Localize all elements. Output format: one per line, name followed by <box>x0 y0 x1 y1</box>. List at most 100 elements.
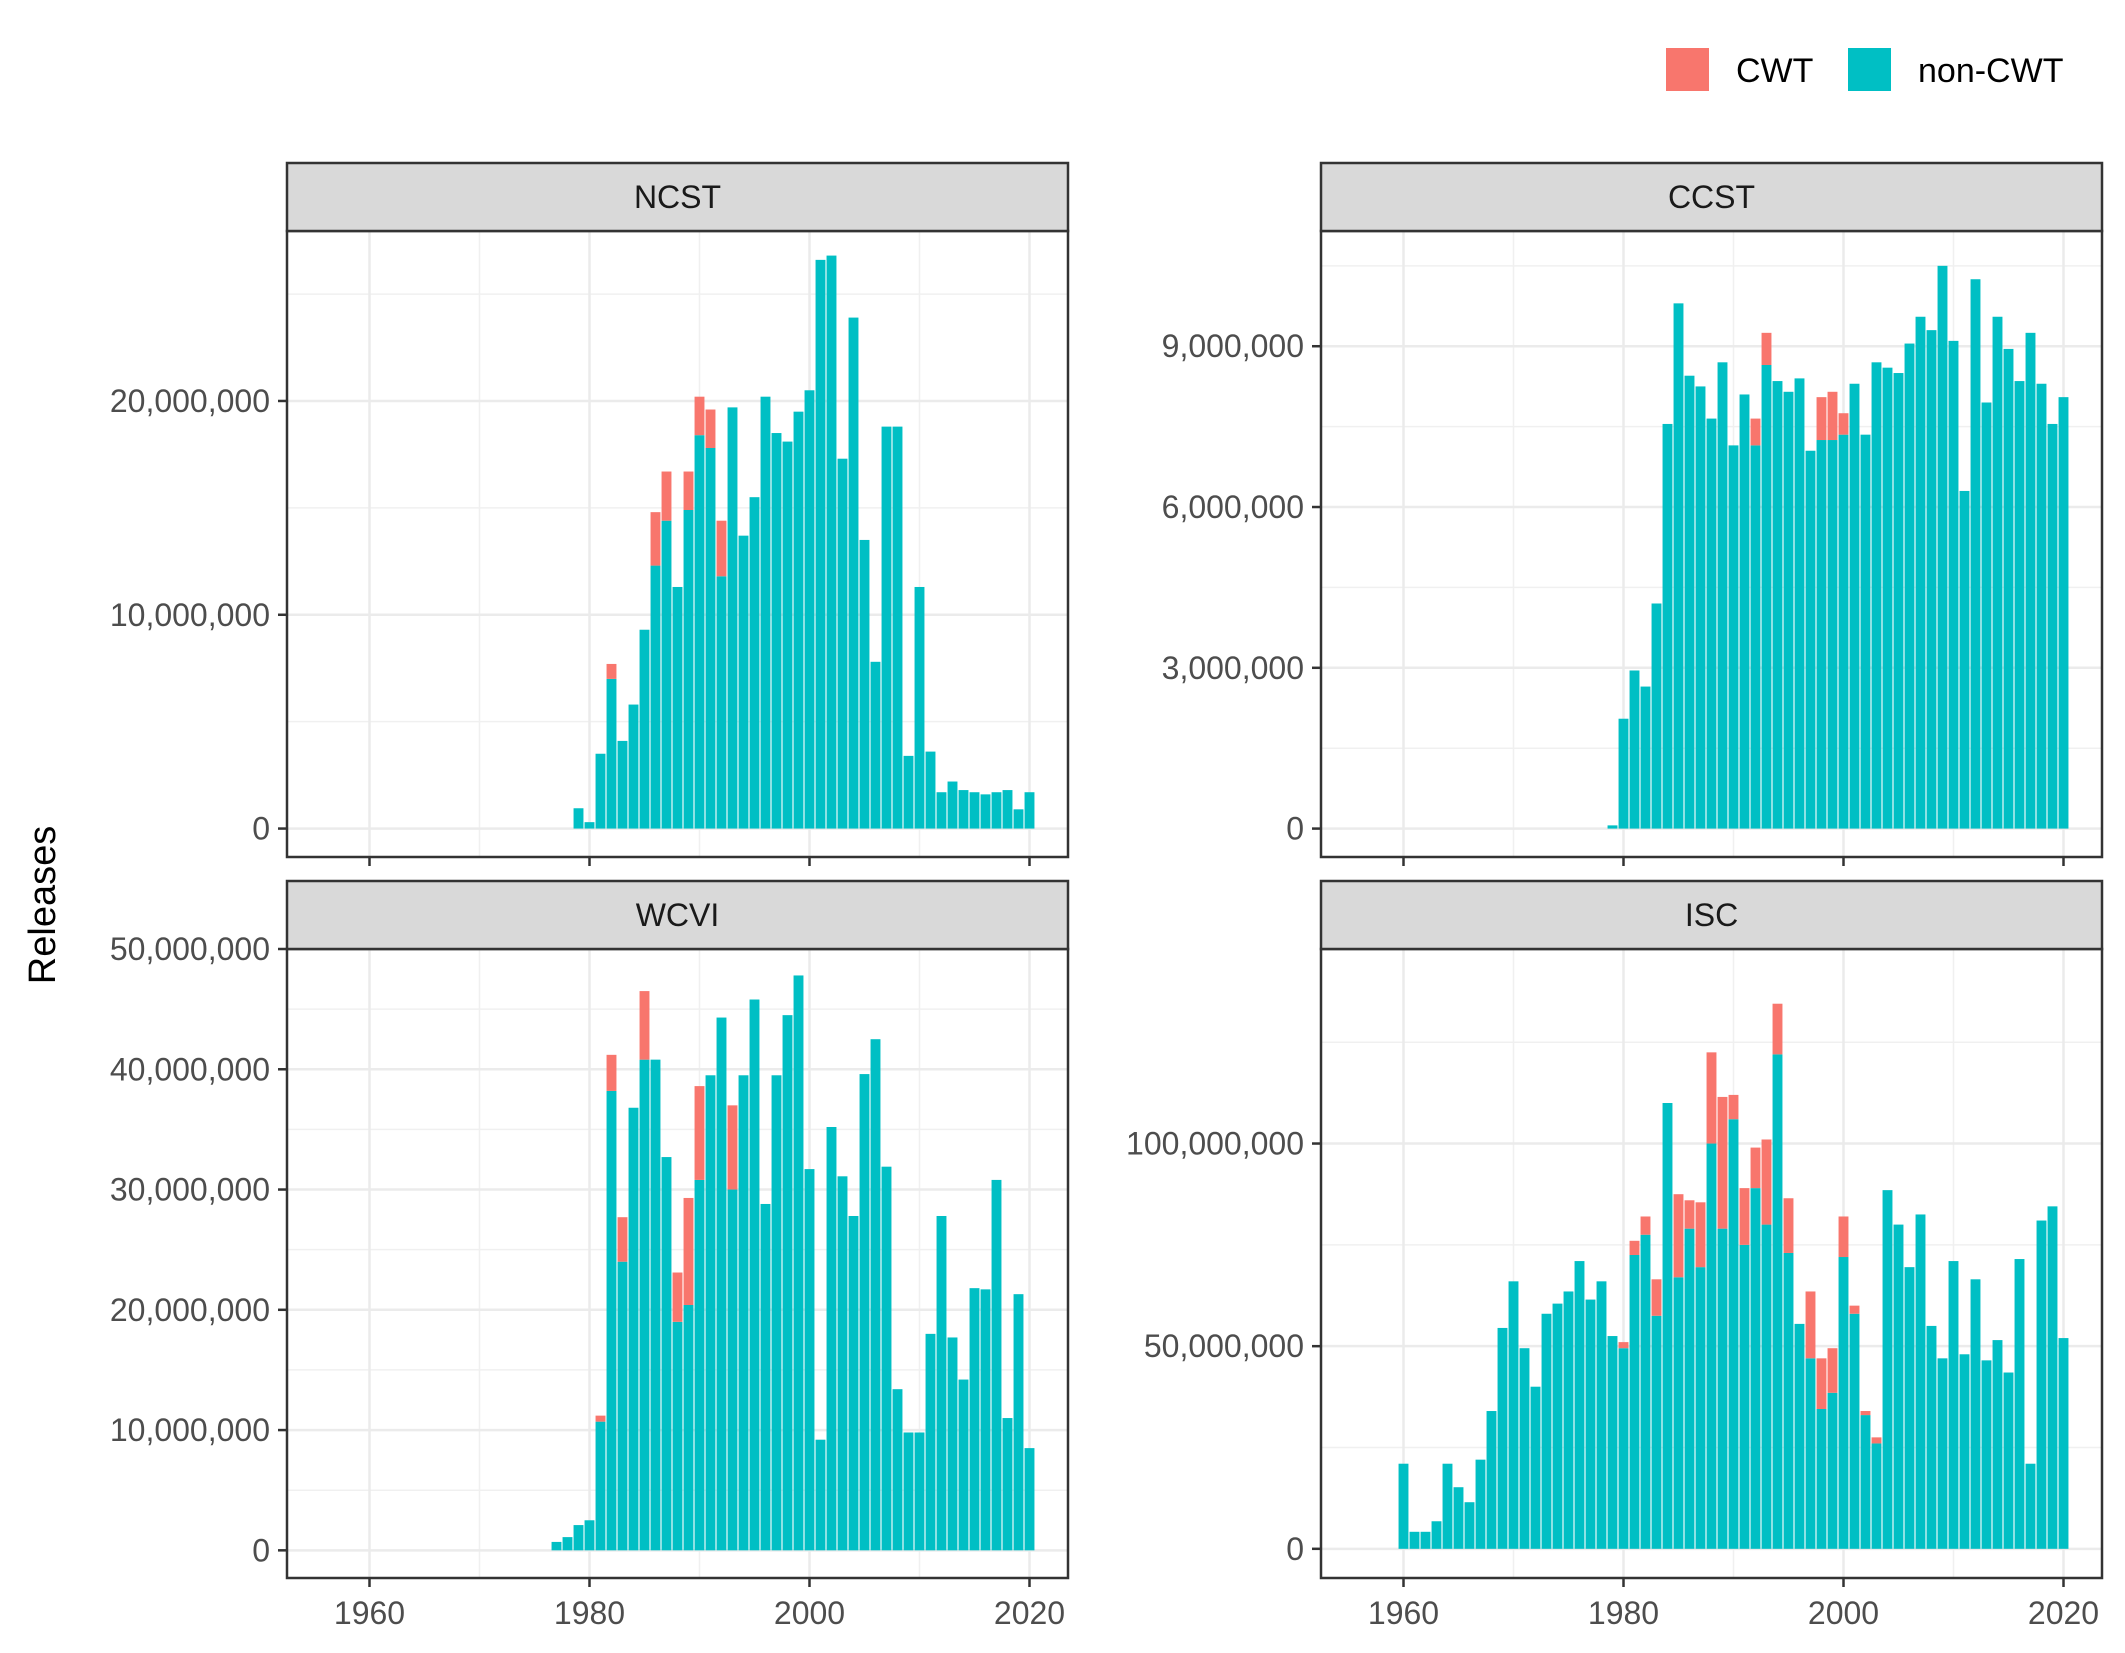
y-tick-label: 20,000,000 <box>110 383 270 419</box>
facet-strip-label: CCST <box>1668 179 1755 215</box>
bar-noncwt-2013 <box>1981 1360 1992 1549</box>
bar-noncwt-1993 <box>1761 364 1772 829</box>
facet-strip <box>1319 879 2104 951</box>
bar-noncwt-1999 <box>1827 440 1838 829</box>
y-tick-label: 40,000,000 <box>110 1051 270 1087</box>
bar-noncwt-2012 <box>936 1215 947 1551</box>
bar-noncwt-1989 <box>1717 1228 1728 1549</box>
bar-noncwt-1971 <box>1519 1348 1530 1549</box>
bar-noncwt-2019 <box>2047 1206 2058 1549</box>
bar-noncwt-2007 <box>1915 316 1926 829</box>
bar-noncwt-1999 <box>1827 1392 1838 1549</box>
bar-cwt-1991 <box>705 409 716 449</box>
bar-noncwt-1985 <box>639 1059 650 1551</box>
bar-noncwt-1973 <box>1541 1313 1552 1549</box>
bar-noncwt-1986 <box>650 565 661 829</box>
bar-noncwt-2005 <box>859 539 870 829</box>
facet-strip-label: WCVI <box>636 897 720 933</box>
facet-strip-label: ISC <box>1685 897 1738 933</box>
bar-noncwt-2000 <box>804 1169 815 1551</box>
y-tick-label: 0 <box>1286 811 1304 847</box>
bar-noncwt-2007 <box>1915 1214 1926 1549</box>
bar-noncwt-1993 <box>1761 1224 1772 1549</box>
bar-cwt-1990 <box>694 396 705 436</box>
panel-isc: ISC 0 50,000,000 100,000,000 1960 1980 2000 202… <box>1126 879 2104 1631</box>
bar-noncwt-1980 <box>1618 718 1629 829</box>
bar-noncwt-2001 <box>1849 383 1860 829</box>
bar-noncwt-1984 <box>628 1107 639 1551</box>
bar-noncwt-2004 <box>1882 1190 1893 1549</box>
bar-noncwt-1986 <box>1684 375 1695 829</box>
bar-noncwt-1982 <box>606 678 617 829</box>
bar-noncwt-1992 <box>1750 445 1761 829</box>
bar-noncwt-2003 <box>837 1176 848 1551</box>
bar-noncwt-2013 <box>1981 402 1992 829</box>
bar-noncwt-1998 <box>1816 440 1827 829</box>
bar-noncwt-1968 <box>1486 1411 1497 1549</box>
legend-label: CWT <box>1736 52 1813 90</box>
x-tick-label: 2000 <box>774 1595 845 1631</box>
bar-cwt-2000 <box>1838 1216 1849 1258</box>
bar-noncwt-2014 <box>1992 316 2003 829</box>
bar-noncwt-2004 <box>848 317 859 829</box>
bar-noncwt-2007 <box>881 1166 892 1551</box>
bar-noncwt-1991 <box>705 448 716 829</box>
bar-cwt-1995 <box>1783 1198 1794 1253</box>
facet-strip <box>1319 161 2104 233</box>
panel-ncst: NCST 0 10,000,000 20,000,000 <box>110 161 1070 866</box>
bar-cwt-1992 <box>1750 1147 1761 1189</box>
bar-noncwt-1994 <box>1772 381 1783 829</box>
bar-cwt-1988 <box>1706 1052 1717 1144</box>
bar-noncwt-1991 <box>705 1075 716 1551</box>
facet-strip-label: NCST <box>634 179 721 215</box>
bar-noncwt-2009 <box>1937 1358 1948 1549</box>
bar-noncwt-1990 <box>694 435 705 829</box>
bar-noncwt-2020 <box>1024 1448 1035 1551</box>
bar-noncwt-1982 <box>1640 1234 1651 1549</box>
bar-noncwt-2009 <box>1937 265 1948 829</box>
bar-noncwt-1992 <box>716 576 727 829</box>
bar-noncwt-1962 <box>1420 1531 1431 1549</box>
bar-cwt-1989 <box>1717 1096 1728 1229</box>
bar-noncwt-1980 <box>584 822 595 829</box>
bar-noncwt-1977 <box>551 1541 562 1551</box>
bar-noncwt-2001 <box>1849 1313 1860 1549</box>
bar-noncwt-1981 <box>1629 670 1640 829</box>
panel-wcvi: WCVI 0 10,000,000 20,000,000 30,000,000 40,00… <box>110 879 1070 1631</box>
bar-noncwt-1998 <box>1816 1408 1827 1549</box>
bar-noncwt-2018 <box>2036 383 2047 829</box>
bar-noncwt-1982 <box>606 1090 617 1551</box>
bar-noncwt-2001 <box>815 1439 826 1551</box>
bar-noncwt-2017 <box>991 792 1002 829</box>
bar-noncwt-2003 <box>1871 362 1882 829</box>
bar-noncwt-2014 <box>958 790 969 829</box>
bar-noncwt-2011 <box>925 1333 936 1551</box>
bar-noncwt-2000 <box>1838 1257 1849 1549</box>
bar-noncwt-1990 <box>1728 445 1739 829</box>
bar-cwt-2003 <box>1871 1437 1882 1444</box>
bar-noncwt-1996 <box>760 396 771 829</box>
bar-noncwt-1994 <box>738 1075 749 1551</box>
legend-swatch <box>1666 48 1709 91</box>
bar-noncwt-1995 <box>749 999 760 1551</box>
bar-noncwt-2016 <box>2014 381 2025 829</box>
bar-noncwt-2013 <box>947 781 958 829</box>
bar-noncwt-1994 <box>1772 1054 1783 1549</box>
bar-noncwt-2018 <box>1002 790 1013 829</box>
bar-noncwt-2018 <box>1002 1418 1013 1551</box>
bar-noncwt-2012 <box>936 792 947 829</box>
bar-noncwt-1989 <box>683 1304 694 1551</box>
bar-cwt-1999 <box>1827 1348 1838 1393</box>
y-tick-label: 10,000,000 <box>110 1412 270 1448</box>
bar-noncwt-1967 <box>1475 1459 1486 1549</box>
bar-noncwt-1984 <box>1662 1103 1673 1549</box>
bar-cwt-1982 <box>606 663 617 679</box>
bar-noncwt-1985 <box>639 629 650 829</box>
bar-noncwt-2006 <box>1904 1267 1915 1549</box>
bar-noncwt-1997 <box>1805 1358 1816 1549</box>
bar-cwt-1983 <box>1651 1279 1662 1316</box>
bar-noncwt-2015 <box>969 1288 980 1551</box>
x-tick-label: 2020 <box>2028 1595 2099 1631</box>
y-tick-label: 50,000,000 <box>110 931 270 967</box>
